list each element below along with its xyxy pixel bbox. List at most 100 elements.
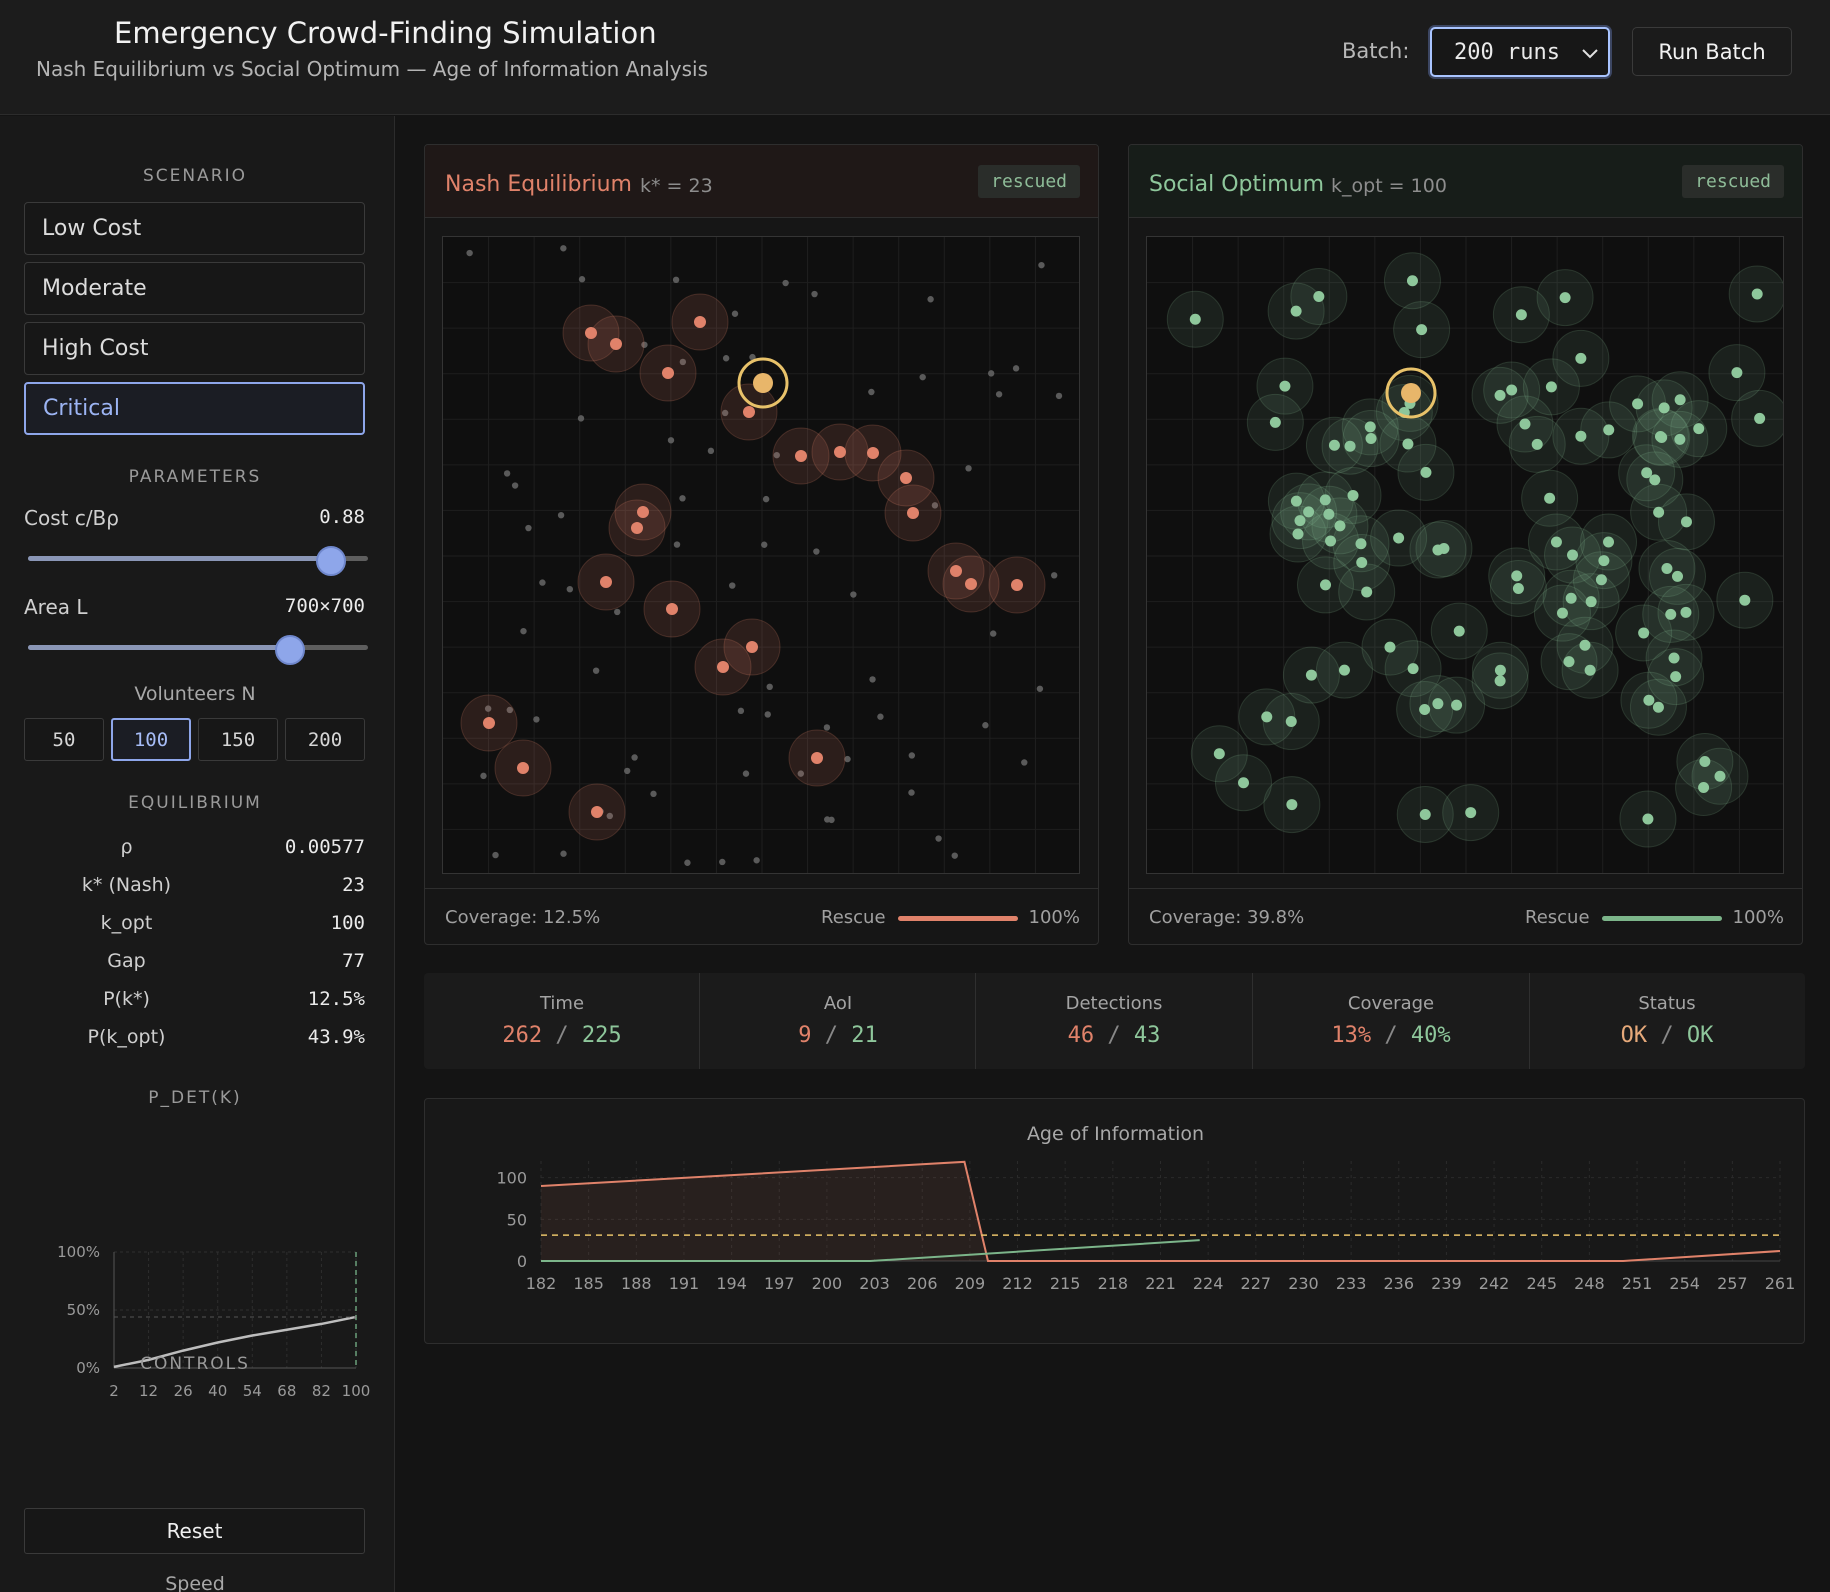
idle-volunteer (492, 851, 499, 859)
page-subtitle: Nash Equilibrium vs Social Optimum — Age… (36, 57, 709, 81)
aoi-x-tick: 221 (1145, 1274, 1176, 1293)
active-volunteer (1511, 570, 1523, 582)
idle-volunteer (650, 790, 657, 798)
active-volunteer (1556, 607, 1568, 619)
victim-marker (1401, 383, 1421, 403)
equilibrium-title: EQUILIBRIUM (128, 793, 262, 813)
eq-key: P(k*) (103, 988, 150, 1010)
volunteers-200-button[interactable]: 200 (285, 718, 365, 761)
idle-volunteer (766, 683, 773, 691)
idle-volunteer (919, 373, 926, 381)
nash-k-label: k* = 23 (640, 175, 713, 197)
active-volunteer (1419, 703, 1431, 715)
stat-value: 46 / 43 (976, 1023, 1252, 1048)
idle-volunteer (931, 502, 939, 509)
stat-separator: / (1384, 1023, 1398, 1048)
active-volunteer (1419, 808, 1431, 820)
pdet-y-tick: 0% (76, 1359, 100, 1377)
stat-nash-value: 262 (502, 1023, 543, 1048)
aoi-x-tick: 191 (669, 1274, 700, 1293)
active-volunteer (1292, 528, 1304, 540)
volunteers-100-button[interactable]: 100 (111, 718, 191, 761)
aoi-x-tick: 203 (859, 1274, 890, 1293)
aoi-chart-panel: Age of Information 182 185 188 191 194 197 200… (424, 1098, 1805, 1344)
active-volunteer (637, 506, 649, 518)
nash-rescue-label: Rescue (821, 907, 886, 928)
active-volunteer (1328, 439, 1340, 451)
active-volunteer (1290, 305, 1302, 317)
stat-value: 13% / 40% (1253, 1023, 1529, 1048)
eq-value: 12.5% (307, 988, 365, 1010)
area-slider[interactable] (28, 635, 368, 665)
nash-rescue-pct: 100% (1028, 907, 1080, 928)
batch-select[interactable]: 200 runs (1430, 27, 1610, 77)
eq-value: 23 (342, 874, 365, 896)
idle-volunteer (578, 276, 586, 283)
idle-volunteer (592, 667, 600, 674)
active-volunteer (1364, 421, 1376, 433)
active-volunteer (1420, 466, 1432, 478)
cost-param: Cost c/Bρ 0.88 (24, 506, 365, 530)
stat-divider (1529, 973, 1530, 1069)
idle-volunteer (722, 355, 730, 362)
aoi-x-tick: 261 (1765, 1274, 1796, 1293)
active-volunteer (1384, 641, 1396, 653)
active-volunteer (1393, 532, 1405, 544)
optimum-rescue-bar (1602, 916, 1722, 921)
area-slider-fill (28, 645, 290, 650)
stat-opt-value: 40% (1410, 1023, 1451, 1048)
idle-volunteer (990, 630, 997, 637)
scenario-critical-button[interactable]: Critical (24, 382, 365, 435)
idle-volunteer (506, 706, 514, 714)
active-volunteer (795, 450, 807, 462)
active-volunteer (1642, 813, 1654, 825)
idle-volunteer (951, 852, 958, 859)
idle-volunteer (1050, 572, 1058, 579)
optimum-panel: Social Optimum k_opt = 100 rescued Cover… (1128, 144, 1803, 945)
active-volunteer (1334, 520, 1346, 532)
active-volunteer (834, 446, 846, 458)
idle-volunteer (560, 850, 567, 857)
area-label: Area L (24, 595, 88, 619)
active-volunteer (1261, 711, 1273, 723)
aoi-nash-line (540, 1160, 1781, 1262)
active-volunteer (1739, 594, 1751, 606)
idle-volunteer (566, 585, 574, 593)
scenario-title: SCENARIO (143, 166, 247, 186)
pdet-series-line (113, 1315, 357, 1369)
volunteers-150-button[interactable]: 150 (198, 718, 278, 761)
active-volunteer (610, 338, 622, 350)
active-volunteer (483, 717, 495, 729)
scenario-moderate-button[interactable]: Moderate (24, 262, 365, 315)
reset-button[interactable]: Reset (24, 1508, 365, 1554)
idle-volunteer (850, 591, 857, 598)
volunteers-50-button[interactable]: 50 (24, 718, 104, 761)
idle-volunteer (749, 353, 756, 361)
active-volunteer (1494, 389, 1506, 401)
area-slider-thumb[interactable] (274, 635, 305, 665)
eq-row-gap: Gap 77 (24, 950, 365, 976)
scenario-high-cost-button[interactable]: High Cost (24, 322, 365, 375)
idle-volunteer (520, 627, 527, 635)
active-volunteer (1658, 402, 1670, 414)
cost-slider[interactable] (28, 546, 368, 576)
idle-volunteer (844, 755, 851, 763)
active-volunteer (1323, 508, 1335, 520)
stat-opt-value: OK (1686, 1023, 1714, 1048)
aoi-y-tick: 50 (507, 1210, 527, 1229)
idle-volunteer (868, 388, 875, 396)
active-volunteer (1519, 418, 1531, 430)
idle-volunteer (511, 482, 519, 489)
cost-slider-thumb[interactable] (315, 546, 346, 576)
optimum-status-badge: rescued (1682, 165, 1784, 198)
victim-marker (753, 373, 773, 393)
optimum-panel-header: Social Optimum k_opt = 100 rescued (1129, 145, 1802, 218)
idle-volunteer (813, 548, 820, 555)
scenario-low-cost-button[interactable]: Low Cost (24, 202, 365, 255)
batch-select-value: 200 runs (1454, 40, 1560, 65)
optimum-rescue-label: Rescue (1525, 907, 1590, 928)
stat-separator: / (1660, 1023, 1674, 1048)
active-volunteer (1714, 770, 1726, 782)
active-volunteer (1319, 494, 1331, 506)
run-batch-button[interactable]: Run Batch (1632, 27, 1792, 76)
